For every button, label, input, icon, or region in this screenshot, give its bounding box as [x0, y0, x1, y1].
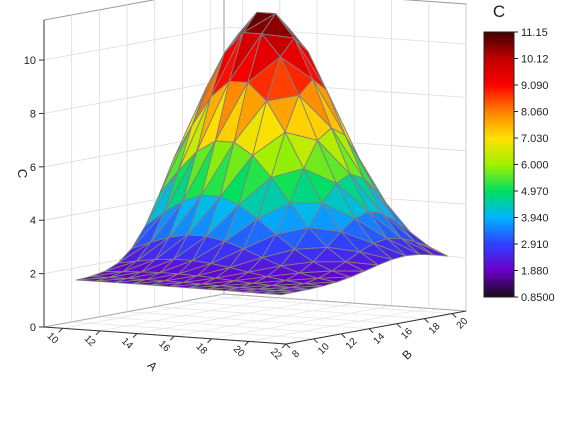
floor-grid-y	[210, 296, 453, 314]
z-tick-label: 2	[30, 269, 36, 281]
colorbar-tick-label: 10.12	[521, 54, 549, 66]
z-axis-label: C	[15, 169, 30, 178]
x-tick	[281, 343, 287, 349]
colorbar-tick-label: 4.970	[521, 186, 549, 198]
floor-grid-x	[211, 305, 392, 340]
x-axis-label: A	[145, 358, 161, 374]
z-tick-label: 8	[30, 108, 36, 120]
x-tick	[169, 335, 175, 341]
y-tick	[451, 313, 457, 318]
colorbar-gradient	[483, 31, 515, 298]
y-tick-label: 12	[344, 336, 360, 352]
z-tick-label: 10	[24, 55, 36, 67]
surface-facet	[262, 291, 296, 296]
colorbar-tick-label: 3.940	[521, 213, 549, 225]
colorbar-tick-label: 0.8500	[521, 292, 555, 304]
floor-grid-y	[182, 301, 425, 320]
floor-grid-x	[174, 302, 355, 337]
x-tick-label: 22	[268, 346, 284, 362]
y-tick-label: 20	[455, 316, 471, 332]
floor-grid-y	[71, 321, 314, 340]
x-tick	[244, 341, 250, 346]
x-tick	[132, 333, 138, 338]
y-tick	[424, 318, 429, 323]
y-tick-label: 16	[399, 326, 415, 342]
y-tick	[285, 343, 291, 349]
x-tick	[95, 330, 101, 336]
y-axis-line	[285, 310, 467, 345]
x-tick-label: 16	[156, 339, 172, 355]
x-axis-line	[43, 326, 287, 345]
z-tick-label: 6	[30, 162, 36, 174]
y-tick-label: 8	[290, 348, 302, 360]
x-tick	[58, 327, 63, 333]
x-tick-label: 12	[82, 333, 98, 349]
y-tick	[368, 328, 374, 334]
z-tick-label: 0	[30, 322, 36, 334]
surface-mesh	[76, 11, 448, 296]
floor-grid-y	[154, 306, 397, 325]
y-tick	[341, 333, 346, 339]
colorbar-tick-label: 11.15	[521, 27, 548, 39]
y-tick-label: 18	[427, 321, 443, 337]
x-tick-label: 14	[119, 336, 135, 352]
colorbar-tick-label: 8.060	[521, 107, 549, 119]
y-tick-label: 10	[316, 341, 332, 357]
y-tick	[396, 323, 402, 329]
y-tick	[313, 338, 319, 344]
floor-grid-y	[99, 316, 342, 335]
colorbar-tick-label: 7.030	[521, 133, 549, 145]
floor-grid-y	[127, 311, 370, 330]
y-axis-label: B	[399, 347, 415, 363]
x-tick-label: 20	[231, 344, 247, 360]
x-tick-label: 18	[193, 341, 209, 357]
x-tick	[207, 338, 212, 344]
floor-grid-x	[62, 294, 243, 329]
colorbar: C 11.15 10.12 9.090 8.060 7.030 6.000 4.970 3.94…	[483, 2, 555, 304]
grid-line-z	[43, 26, 467, 61]
colorbar-tick-label: 9.090	[521, 80, 549, 92]
x-tick-label: 10	[45, 331, 61, 347]
floor-grid-x	[99, 297, 280, 332]
colorbar-title: C	[493, 2, 505, 21]
colorbar-tick-label: 1.880	[521, 266, 549, 278]
z-tick-label: 4	[30, 215, 36, 227]
colorbar-tick-label: 2.910	[521, 239, 549, 251]
y-tick-label: 14	[372, 331, 388, 347]
floor-grid-x	[248, 307, 429, 342]
colorbar-tick-label: 6.000	[521, 160, 549, 172]
floor-grid-x	[137, 300, 318, 334]
